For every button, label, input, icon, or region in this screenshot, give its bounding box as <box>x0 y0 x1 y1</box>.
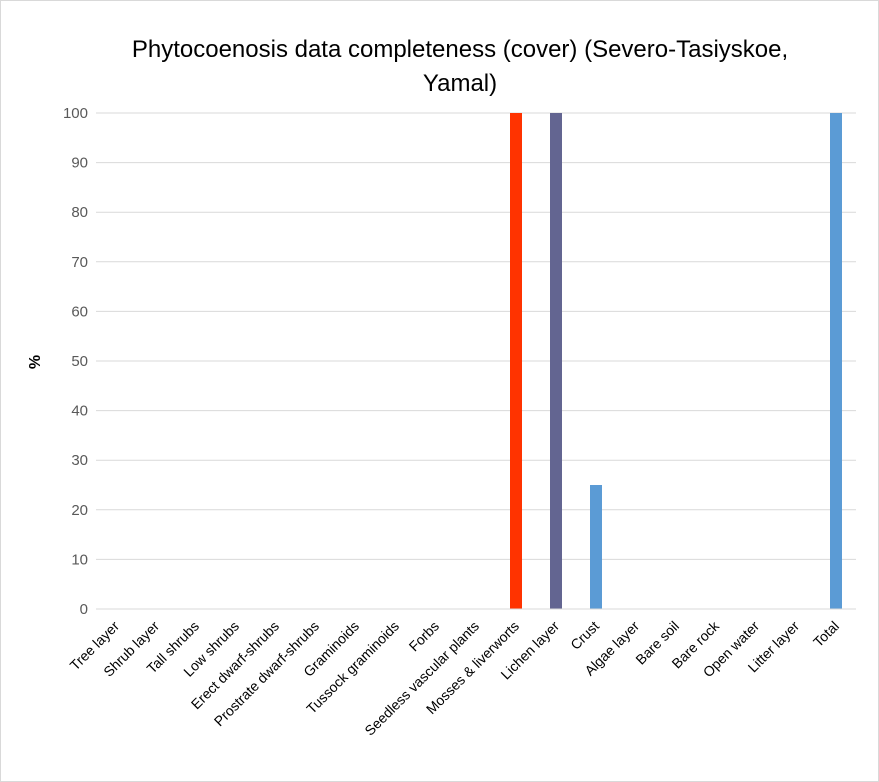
x-tick-label: Crust <box>567 618 602 653</box>
y-tick-label: 30 <box>71 452 88 469</box>
y-axis-ticks: 0 10 20 30 40 50 60 70 80 90 100 <box>63 105 88 618</box>
y-tick-label: 100 <box>63 105 88 122</box>
x-tick-label: Total <box>810 618 842 650</box>
x-tick-label: Forbs <box>405 618 442 655</box>
y-tick-label: 70 <box>71 254 88 271</box>
bar <box>590 485 602 609</box>
y-tick-label: 10 <box>71 551 88 568</box>
y-tick-label: 60 <box>71 303 88 320</box>
bar <box>510 113 522 609</box>
y-axis-label: % <box>27 355 44 369</box>
chart-title: Phytocoenosis data completeness (cover) … <box>131 36 789 97</box>
y-tick-label: 80 <box>71 204 88 221</box>
bar <box>550 113 562 609</box>
y-tick-label: 0 <box>80 601 88 618</box>
bar <box>830 113 842 609</box>
y-tick-label: 20 <box>71 502 88 519</box>
y-tick-label: 90 <box>71 155 88 172</box>
y-tick-label: 50 <box>71 353 88 370</box>
y-tick-label: 40 <box>71 403 88 420</box>
grid-lines <box>96 112 856 560</box>
bars <box>510 113 842 609</box>
